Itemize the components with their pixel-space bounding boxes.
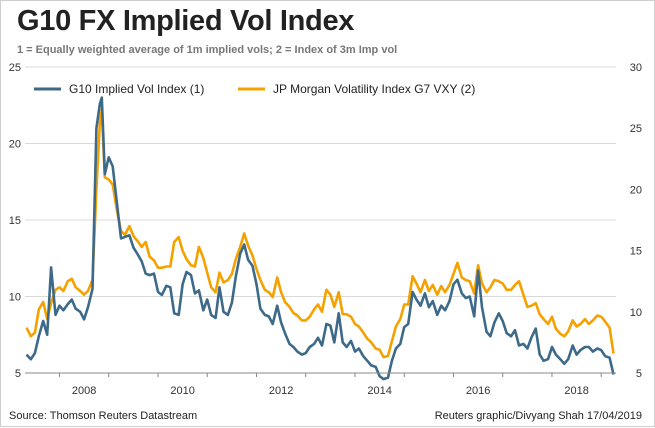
y-left-tick-label: 5 (15, 368, 21, 380)
legend-label-series-1: G10 Implied Vol Index (1) (69, 82, 204, 96)
x-tick-label: 2012 (269, 385, 293, 397)
x-tick-label: 2018 (564, 385, 588, 397)
legend: G10 Implied Vol Index (1) JP Morgan Vola… (34, 82, 475, 96)
source-note: Source: Thomson Reuters Datastream (9, 410, 198, 422)
x-axis: 2008 2010 2012 2014 2016 2018 (58, 373, 602, 397)
y-right-tick-label: 25 (630, 123, 642, 135)
y-axis-right: 5 10 15 20 25 30 (630, 62, 642, 380)
y-axis-left: 5 10 15 20 25 (9, 62, 21, 380)
y-left-tick-label: 10 (9, 292, 21, 304)
y-right-tick-label: 10 (630, 307, 642, 319)
y-left-tick-label: 15 (9, 215, 21, 227)
series-line-2 (25, 108, 615, 359)
y-right-tick-label: 30 (630, 62, 642, 74)
x-tick-label: 2008 (72, 385, 96, 397)
y-left-tick-label: 25 (9, 62, 21, 74)
x-tick-label: 2010 (170, 385, 194, 397)
y-right-tick-label: 20 (630, 184, 642, 196)
credit-note: Reuters graphic/Divyang Shah 17/04/2019 (434, 410, 642, 422)
chart-subtitle: 1 = Equally weighted average of 1m impli… (17, 44, 398, 56)
series-line-1 (25, 96, 615, 381)
x-tick-label: 2016 (466, 385, 490, 397)
x-tick-label: 2014 (367, 385, 391, 397)
series-lines (25, 96, 615, 381)
gridlines (25, 66, 616, 297)
legend-label-series-2: JP Morgan Volatility Index G7 VXY (2) (273, 82, 475, 96)
y-right-tick-label: 5 (636, 368, 642, 380)
y-right-tick-label: 15 (630, 246, 642, 258)
y-left-tick-label: 20 (9, 139, 21, 151)
chart-title: G10 FX Implied Vol Index (17, 5, 355, 37)
